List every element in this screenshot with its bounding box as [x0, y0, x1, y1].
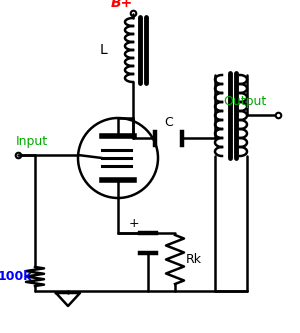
Text: Output: Output: [223, 95, 266, 108]
Text: C: C: [164, 116, 173, 129]
Text: Rk: Rk: [186, 253, 202, 266]
Text: 100k: 100k: [0, 270, 32, 283]
Text: Input: Input: [16, 135, 48, 148]
Text: L: L: [99, 43, 107, 57]
Text: B+: B+: [111, 0, 133, 10]
Text: +: +: [129, 217, 139, 230]
